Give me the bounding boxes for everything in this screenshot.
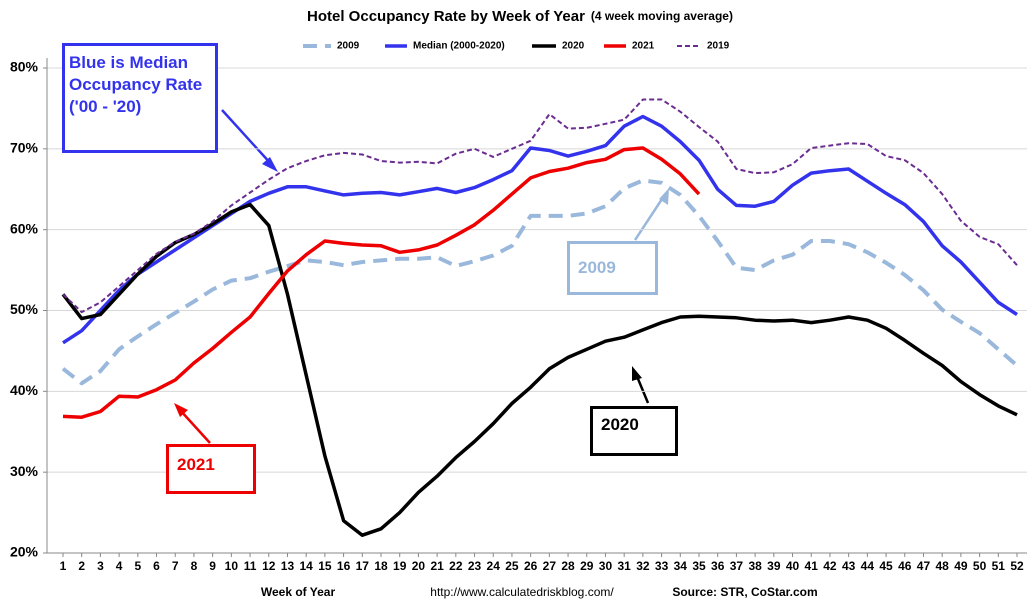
x-tick-label: 1 xyxy=(60,559,67,573)
chart-title: Hotel Occupancy Rate by Week of Year xyxy=(307,8,585,25)
x-tick-label: 18 xyxy=(374,559,388,573)
x-tick-label: 3 xyxy=(97,559,104,573)
source: Source: STR, CoStar.com xyxy=(672,585,817,599)
x-tick-label: 52 xyxy=(1010,559,1024,573)
chart-title-group: Hotel Occupancy Rate by Week of Year (4 w… xyxy=(307,8,733,25)
x-tick-label: 38 xyxy=(748,559,762,573)
x-tick-label: 50 xyxy=(973,559,987,573)
x-tick-label: 46 xyxy=(898,559,912,573)
x-tick-label: 12 xyxy=(262,559,276,573)
x-tick-label: 17 xyxy=(356,559,370,573)
arrow xyxy=(179,409,211,444)
x-tick-label: 16 xyxy=(337,559,351,573)
arrow xyxy=(221,109,273,166)
x-tick-label: 36 xyxy=(711,559,725,573)
arrow-head xyxy=(632,366,642,381)
annotation-2020: 2020 xyxy=(590,406,678,456)
x-tick-label: 6 xyxy=(153,559,160,573)
x-tick-label: 28 xyxy=(561,559,575,573)
x-tick-label: 43 xyxy=(842,559,856,573)
y-tick-label: 30% xyxy=(10,463,39,479)
y-tick-label: 40% xyxy=(10,382,39,398)
x-axis-label: Week of Year xyxy=(261,585,336,599)
annotation-2021: 2021 xyxy=(166,444,256,494)
y-tick-label: 80% xyxy=(10,59,39,75)
x-tick-label: 24 xyxy=(487,559,501,573)
x-tick-label: 30 xyxy=(599,559,613,573)
arrow-head xyxy=(174,403,188,417)
x-tick-label: 48 xyxy=(935,559,949,573)
x-tick-label: 44 xyxy=(861,559,875,573)
legend-label: 2020 xyxy=(562,41,585,52)
x-tick-label: 11 xyxy=(244,559,257,573)
y-tick-label: 50% xyxy=(10,301,39,317)
legend-label: 2019 xyxy=(707,41,730,52)
x-tick-label: 25 xyxy=(505,559,519,573)
x-tick-label: 51 xyxy=(992,559,1006,573)
y-tick-label: 60% xyxy=(10,220,39,236)
annotation-median: Blue is Median Occupancy Rate ('00 - '20… xyxy=(62,43,218,153)
source-url: http://www.calculatedriskblog.com/ xyxy=(430,585,614,599)
x-tick-label: 42 xyxy=(823,559,837,573)
x-tick-label: 9 xyxy=(209,559,216,573)
x-tick-label: 35 xyxy=(692,559,706,573)
x-tick-label: 8 xyxy=(191,559,198,573)
x-tick-label: 23 xyxy=(468,559,482,573)
x-tick-label: 39 xyxy=(767,559,781,573)
annotation-arrows xyxy=(174,109,669,444)
series-line xyxy=(61,202,1018,537)
y-tick-label: 20% xyxy=(10,544,39,560)
x-tick-label: 33 xyxy=(655,559,669,573)
x-tick-label: 15 xyxy=(318,559,332,573)
x-tick-label: 40 xyxy=(786,559,800,573)
arrow-head xyxy=(262,157,278,172)
x-tick-label: 20 xyxy=(412,559,426,573)
legend-label: 2009 xyxy=(337,41,360,52)
x-tick-label: 13 xyxy=(281,559,295,573)
series-line xyxy=(62,146,701,419)
chart-subtitle: (4 week moving average) xyxy=(591,9,733,23)
x-tick-label: 37 xyxy=(730,559,744,573)
arrow xyxy=(633,195,666,241)
legend-label: 2021 xyxy=(632,41,655,52)
x-tick-label: 34 xyxy=(674,559,688,573)
x-tick-label: 47 xyxy=(917,559,931,573)
y-tick-label: 70% xyxy=(10,140,39,156)
x-tick-label: 2 xyxy=(78,559,85,573)
x-tick-label: 49 xyxy=(954,559,968,573)
annotation-2009: 2009 xyxy=(567,241,658,295)
x-tick-label: 19 xyxy=(393,559,407,573)
x-tick-label: 10 xyxy=(225,559,239,573)
x-tick-label: 27 xyxy=(543,559,557,573)
x-tick-label: 32 xyxy=(636,559,650,573)
x-tick-label: 14 xyxy=(299,559,313,573)
x-tick-label: 5 xyxy=(134,559,141,573)
x-tick-label: 29 xyxy=(580,559,594,573)
x-tick-label: 4 xyxy=(116,559,123,573)
x-tick-label: 21 xyxy=(430,559,444,573)
series-line xyxy=(61,178,1019,386)
x-tick-label: 31 xyxy=(617,559,631,573)
x-tick-label: 26 xyxy=(524,559,538,573)
arrow-head xyxy=(659,188,669,205)
legend-label: Median (2000-2020) xyxy=(413,41,505,52)
x-tick-label: 22 xyxy=(449,559,463,573)
x-tick-label: 7 xyxy=(172,559,179,573)
x-tick-label: 45 xyxy=(879,559,893,573)
x-tick-label: 41 xyxy=(805,559,819,573)
